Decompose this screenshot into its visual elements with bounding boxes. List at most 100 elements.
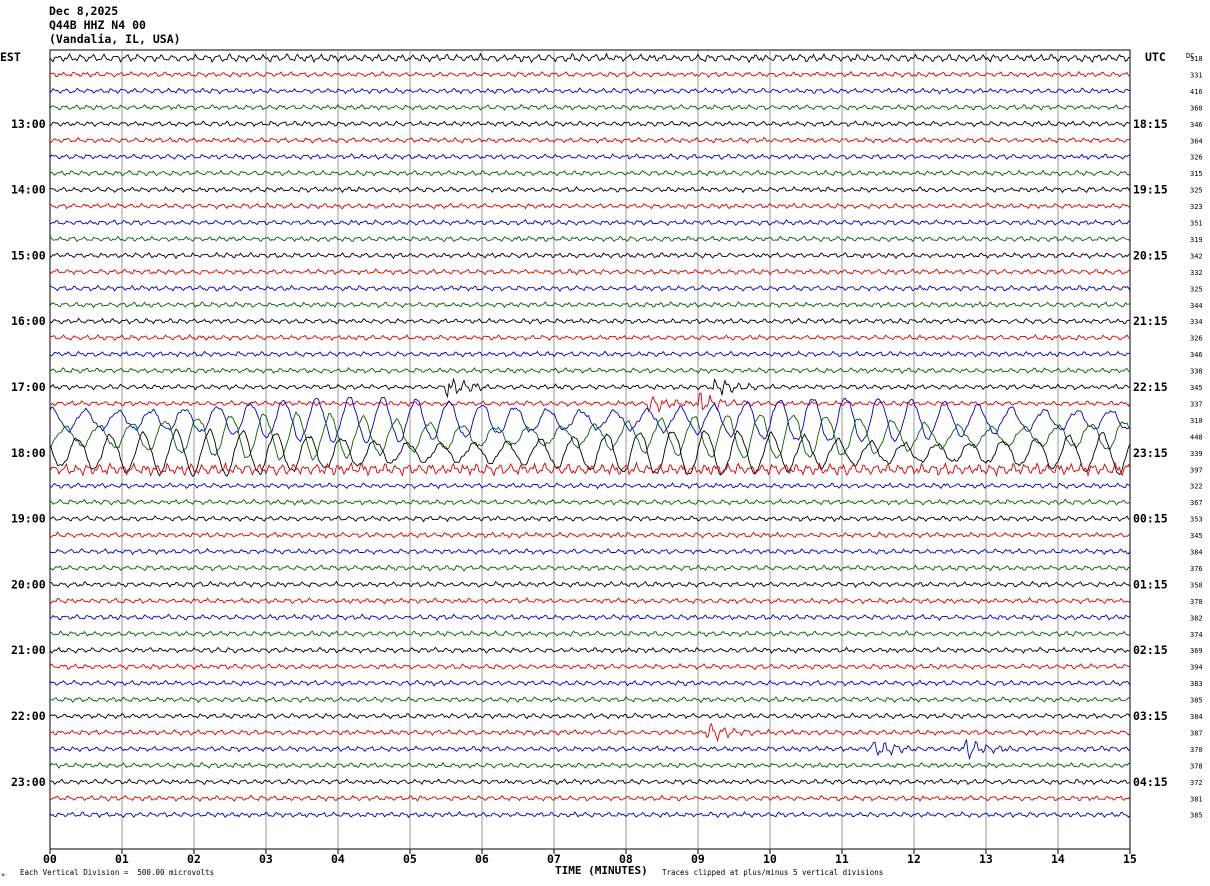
right-hour-label: 23:15 (1133, 446, 1168, 460)
left-hour-label: 19:00 (11, 512, 46, 526)
trace-line (49, 52, 1131, 64)
trace-line (49, 350, 1131, 358)
trace-line (49, 317, 1131, 325)
trace-line (49, 333, 1131, 342)
trace-line (49, 498, 1131, 506)
dc-offset-label: 319 (1190, 236, 1203, 244)
trace-line (49, 630, 1130, 638)
dc-offset-label: 381 (1190, 795, 1203, 803)
right-hour-label: 18:15 (1133, 117, 1168, 131)
x-tick-label: 15 (1123, 852, 1137, 866)
trace-line (49, 811, 1131, 819)
trace-line (49, 597, 1131, 605)
trace-line (49, 185, 1131, 194)
trace-line (49, 120, 1131, 128)
x-tick-label: 13 (979, 852, 993, 866)
dc-offset-label: 372 (1190, 779, 1203, 787)
dc-offset-label: 332 (1190, 269, 1203, 277)
right-hour-label: 20:15 (1133, 248, 1168, 262)
dc-offset-label: 378 (1190, 598, 1203, 606)
dc-offset-label: 384 (1190, 713, 1203, 721)
x-tick-label: 11 (835, 852, 849, 866)
dc-offset-label: 384 (1190, 549, 1203, 557)
trace-line (49, 712, 1131, 720)
clip-note: Traces clipped at plus/minus 5 vertical … (662, 868, 883, 877)
right-hour-label: 22:15 (1133, 380, 1168, 394)
trace-line (49, 564, 1131, 572)
dc-offset-label: 367 (1190, 499, 1203, 507)
plot-frame (49, 49, 1131, 850)
trace-line (49, 136, 1131, 144)
x-tick-label: 03 (259, 852, 273, 866)
x-tick-label: 05 (403, 852, 417, 866)
dc-offset-label: 346 (1190, 121, 1203, 129)
dc-offset-label: 345 (1190, 532, 1203, 540)
x-tick-label: 07 (547, 852, 561, 866)
trace-line (49, 794, 1131, 802)
trace-line (49, 531, 1131, 539)
dc-offset-label: 448 (1190, 433, 1203, 441)
dc-offset-label: 374 (1190, 631, 1203, 639)
trace-line (49, 778, 1131, 786)
left-hour-label: 13:00 (11, 117, 46, 131)
dc-offset-label: 350 (1190, 581, 1203, 589)
x-tick-label: 02 (187, 852, 201, 866)
x-tick-label: 04 (331, 852, 345, 866)
dc-offset-label: 394 (1190, 664, 1203, 672)
header-date: Dec 8,2025 (49, 4, 119, 18)
minute-gridlines (49, 49, 1131, 850)
trace-line (49, 646, 1131, 654)
right-hour-label: 04:15 (1133, 775, 1168, 789)
left-timezone-label: EST (0, 50, 21, 64)
dc-offset-label: 416 (1190, 88, 1203, 96)
trace-line (49, 613, 1131, 621)
trace-line (49, 284, 1131, 293)
dc-offset-label: 323 (1190, 203, 1203, 211)
dc-offset-label: 318 (1190, 55, 1203, 63)
trace-line (49, 392, 1131, 414)
right-timezone-label: UTC (1145, 50, 1166, 64)
left-hour-label: 21:00 (11, 643, 46, 657)
trace-line (49, 696, 1131, 704)
trace-line (49, 461, 1131, 478)
x-tick-label: 09 (691, 852, 705, 866)
dc-offset-label: 383 (1190, 680, 1203, 688)
left-hour-label: 23:00 (11, 775, 46, 789)
right-hour-label: 01:15 (1133, 577, 1168, 591)
dc-offset-label: 385 (1190, 697, 1203, 705)
dc-offset-label: 334 (1190, 318, 1203, 326)
hour-labels: 13:00 18:15 14:00 19:15 15:00 20:15 16:00 21:15… (11, 117, 1168, 789)
trace-line (49, 104, 1131, 112)
trace-line (49, 367, 1131, 375)
seismic-traces (49, 52, 1131, 819)
trace-line (49, 396, 1131, 444)
dc-offset-label: 387 (1190, 729, 1203, 737)
dc-offset-label: 378 (1190, 762, 1203, 770)
x-tick-label: 00 (43, 852, 57, 866)
scale-note: Each Vertical Division = 500.00 microvol… (20, 868, 214, 877)
left-hour-label: 16:00 (11, 314, 46, 328)
dc-offset-label: 326 (1190, 154, 1203, 162)
dc-offset-label: 346 (1190, 351, 1203, 359)
trace-line (49, 235, 1131, 243)
trace-line (49, 662, 1131, 671)
trace-line (49, 411, 1131, 461)
trace-line (49, 301, 1131, 309)
corner-mark: ∝ (1, 871, 5, 879)
right-hour-label: 02:15 (1133, 643, 1168, 657)
trace-line (49, 251, 1131, 260)
x-tick-label: 06 (475, 852, 489, 866)
dc-offset-label: 326 (1190, 335, 1203, 343)
dc-offset-label: 337 (1190, 400, 1203, 408)
dc-offset-label: 353 (1190, 516, 1203, 524)
dc-offset-label: 385 (1190, 812, 1203, 820)
dc-offset-label: 382 (1190, 614, 1203, 622)
left-hour-label: 14:00 (11, 183, 46, 197)
trace-line (49, 739, 1131, 761)
x-tick-label: 01 (115, 852, 129, 866)
trace-line (49, 515, 1130, 523)
dc-offset-label: 344 (1190, 302, 1203, 310)
trace-line (49, 722, 1131, 743)
trace-line (49, 679, 1131, 687)
